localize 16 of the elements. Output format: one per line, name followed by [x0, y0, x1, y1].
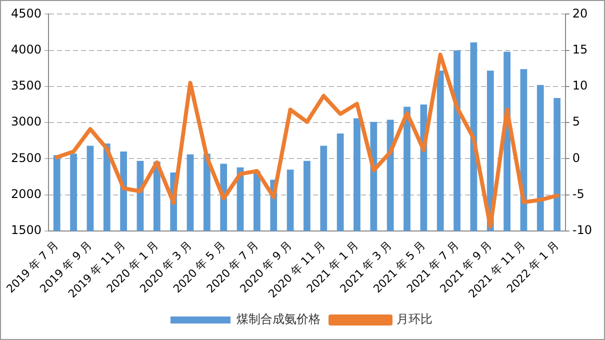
y2-tick-label: 5 [572, 114, 580, 129]
y2-tick-label: 20 [572, 6, 588, 20]
y-tick-label: 1500 [10, 223, 42, 238]
legend-label: 月环比 [396, 312, 432, 326]
y2-tick-label: 10 [572, 78, 588, 93]
y-tick-label: 3000 [10, 114, 42, 129]
y2-tick-label: 15 [572, 42, 588, 56]
y2-tick-label: -10 [572, 223, 592, 238]
legend-label: 煤制合成氨价格 [236, 312, 320, 326]
y2-tick-label: -5 [572, 186, 584, 201]
y-tick-label: 4000 [10, 42, 42, 56]
y-tick-label: 3500 [10, 78, 42, 93]
y2-tick-label: 0 [572, 150, 580, 165]
y-tick-label: 4500 [10, 6, 42, 20]
y-tick-label: 2000 [10, 186, 42, 201]
y-tick-label: 2500 [10, 150, 42, 165]
